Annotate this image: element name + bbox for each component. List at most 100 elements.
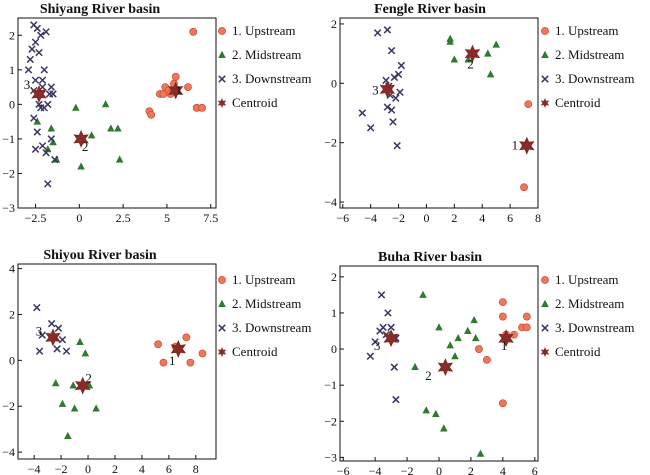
downstream-point [371,338,379,346]
centroid-point [464,44,481,63]
x-tick-label: 0 [436,464,442,475]
legend-downstream-marker [218,324,226,332]
legend-label: 3. Downstream [232,71,311,86]
downstream-point [33,303,41,312]
downstream-point [377,291,386,299]
downstream-point [384,309,392,317]
downstream-point [31,145,40,154]
x-tick-label: 2 [451,211,457,225]
downstream-point [51,155,59,164]
midstream-point [64,431,72,439]
centroid-label: 3 [372,82,379,97]
legend-downstream-marker [218,75,226,83]
x-tick-label: 8 [535,211,541,225]
chart-panel: Buha River basin −6 −4 −2 0 2 4 6 −3 −2 −1 0 1 2 1 2 3 1.… [324,250,634,475]
plot-frame [17,263,217,460]
legend-label: 2. Midstream [555,296,624,311]
downstream-point [390,363,399,371]
downstream-point [383,26,392,34]
downstream-point [33,128,42,136]
centroid-point [45,328,61,347]
x-tick-label: −2 [392,211,405,225]
legend-midstream-marker [218,299,226,307]
legend: 1. Upstream 2. Midstream 3. Downstream Cent… [540,272,634,359]
midstream-point [422,406,431,414]
x-tick-label: 7.5 [203,211,218,225]
downstream-point [42,148,50,157]
downstream-point [28,45,36,53]
x-tick-label: −2 [55,462,68,475]
legend-label: 1. Upstream [232,272,296,287]
downstream-point [389,118,397,126]
x-tick-label: −6 [337,464,350,475]
upstream-point [184,83,192,91]
legend-label: 1. Upstream [232,23,296,38]
downstream-point [44,180,52,188]
x-tick-label: −4 [364,211,377,225]
y-tick-label: −2 [2,166,15,180]
centroid-label: 3 [374,338,381,353]
x-tick-label: −4 [28,462,41,475]
x-tick-label: 8 [193,462,199,475]
y-tick-label: −2 [2,399,15,413]
upstream-point [186,358,195,367]
upstream-point [498,312,507,321]
midstream-point [463,326,472,334]
legend-centroid-marker [217,346,227,358]
midstream-point [450,55,459,63]
x-tick-label: −2 [401,464,414,475]
legend-downstream-marker [541,324,549,332]
downstream-point [383,103,392,111]
legend-upstream-marker [541,276,549,284]
midstream-point [454,334,462,342]
legend-centroid-marker [540,97,550,109]
upstream-point [475,345,483,353]
legend-centroid-marker [217,97,227,109]
midstream-point [484,49,492,57]
x-tick-label: −2.5 [25,211,47,225]
downstream-point [31,38,40,46]
legend-downstream-marker [541,75,549,83]
midstream-point [107,124,115,132]
centroid-point [383,329,399,348]
y-tick-label: 2 [9,28,15,42]
downstream-point [390,73,399,82]
downstream-point [31,76,40,84]
upstream-point [159,358,168,367]
centroid-point [74,376,91,395]
downstream-point [396,88,404,96]
downstream-point [42,28,50,36]
midstream-point [432,409,440,417]
legend-upstream-marker [218,276,226,284]
x-tick-label: 5 [164,211,170,225]
midstream-point [114,124,122,132]
upstream-point [189,27,198,36]
downstream-point [387,106,396,114]
legend-label: 1. Upstream [555,23,619,38]
x-tick-label: 0 [76,211,82,225]
legend-label: Centroid [232,95,278,110]
midstream-point [492,40,500,48]
chart-panel: Fengle River basin −6 −4 −2 0 2 4 6 8 −4 −2 0 2 1 2 3 1.… [324,2,634,225]
y-tick-label: 0 [9,353,15,367]
y-tick-label: 0 [331,342,337,356]
x-tick-label: −4 [369,464,382,475]
downstream-point [58,335,67,344]
y-tick-label: −3 [324,450,337,464]
legend-label: 2. Midstream [232,47,301,62]
centroid-point [170,339,187,358]
downstream-point [38,76,47,84]
downstream-point [358,109,367,117]
centroid-label: 1 [501,338,508,353]
downstream-point [373,29,382,37]
x-tick-label: −6 [336,211,349,225]
plot-frame [17,17,217,209]
upstream-point [154,340,162,349]
downstream-point [33,24,42,33]
centroid-point [498,329,514,348]
x-tick-label: 6 [532,464,538,475]
legend-upstream-marker [541,27,549,35]
downstream-point [53,345,61,353]
midstream-point [451,352,459,360]
